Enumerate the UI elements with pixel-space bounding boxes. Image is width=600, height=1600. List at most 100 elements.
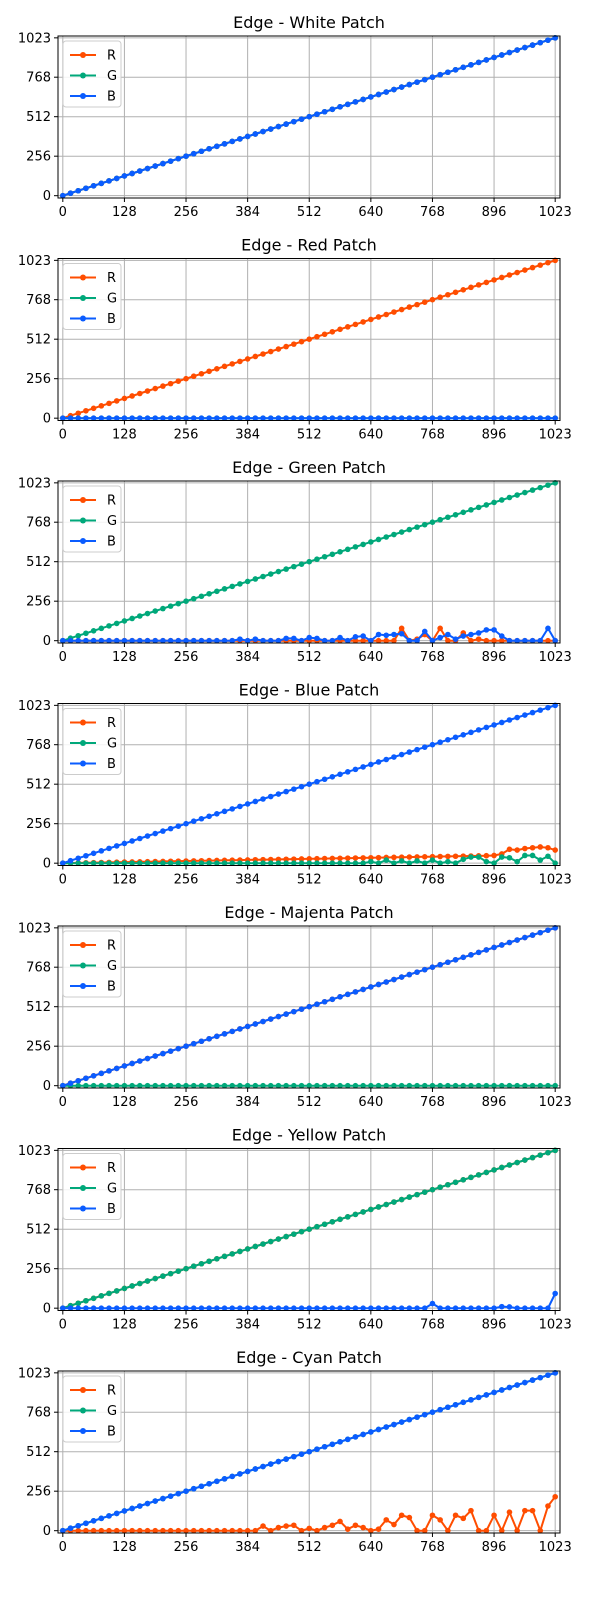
chart-title: Edge - Blue Patch [239, 681, 380, 700]
data-point-B [375, 1426, 382, 1433]
data-point-B [183, 637, 189, 644]
plot-frame [57, 703, 561, 866]
data-point-R [429, 296, 436, 303]
data-point-R [229, 361, 236, 367]
plot-frame [57, 258, 561, 421]
data-point-B [445, 736, 451, 743]
data-point-R [206, 368, 212, 375]
data-point-B [468, 631, 474, 638]
data-point-B [121, 173, 128, 179]
x-tick-label: 896 [482, 205, 507, 220]
x-tick-label: 1023 [539, 205, 572, 220]
data-point-B [314, 1305, 320, 1311]
y-tick-label: 768 [26, 1183, 51, 1198]
data-point-R [506, 846, 513, 853]
data-point-B [137, 415, 143, 421]
data-point-B [368, 637, 374, 644]
data-point-B [75, 1522, 82, 1529]
legend-marker-G [80, 740, 86, 746]
legend-label-R: R [107, 1161, 116, 1176]
data-point-B [445, 1404, 451, 1411]
data-point-R [383, 311, 390, 318]
data-point-G [98, 625, 105, 632]
data-point-G [529, 852, 536, 859]
x-tick-label: 640 [358, 1318, 383, 1333]
plot-frame [57, 1148, 561, 1311]
data-point-B [460, 64, 467, 71]
data-point-R [198, 370, 205, 377]
data-point-R [214, 366, 220, 372]
data-point-B [552, 637, 558, 644]
data-point-G [429, 1186, 436, 1193]
data-point-B [475, 415, 482, 421]
data-point-B [491, 722, 497, 728]
data-point-R [445, 637, 451, 644]
data-point-B [514, 1305, 520, 1311]
data-point-B [491, 54, 497, 61]
data-point-G [522, 852, 528, 859]
data-point-B [106, 845, 112, 852]
data-point-G [144, 860, 151, 866]
data-point-G [498, 854, 505, 860]
legend-marker-R [80, 52, 86, 58]
data-point-R [106, 1527, 112, 1534]
data-point-R [460, 287, 467, 293]
data-point-R [152, 385, 159, 392]
data-point-B [175, 637, 182, 644]
data-point-B [360, 415, 366, 421]
data-point-B [237, 1026, 243, 1032]
data-point-B [144, 833, 151, 839]
data-point-G [552, 860, 558, 866]
data-point-B [537, 707, 544, 713]
data-point-G [298, 1228, 305, 1235]
data-point-G [283, 566, 289, 572]
data-point-B [198, 1038, 205, 1045]
data-point-B [522, 415, 528, 421]
data-point-R [152, 1527, 159, 1534]
data-point-B [306, 1448, 313, 1455]
data-point-G [506, 854, 513, 861]
y-tick-label: 256 [26, 595, 51, 610]
data-point-R [383, 1517, 390, 1523]
x-tick-label: 384 [235, 428, 260, 443]
data-point-R [375, 854, 382, 861]
data-point-G [214, 860, 220, 866]
data-point-R [421, 299, 428, 305]
legend-label-R: R [107, 1384, 116, 1399]
data-point-B [137, 835, 143, 842]
x-tick-label: 128 [112, 428, 137, 443]
data-point-R [337, 326, 343, 333]
data-point-B [67, 1525, 74, 1532]
data-point-G [360, 1082, 366, 1089]
data-point-B [383, 1424, 390, 1430]
data-point-R [129, 393, 135, 399]
data-point-B [483, 627, 490, 633]
subplot-4: Edge - Blue Patch 0 128 256 384 512 640 768 896 1… [18, 681, 572, 888]
data-point-G [298, 561, 305, 567]
data-point-G [160, 1082, 166, 1089]
data-point-G [283, 860, 289, 866]
data-point-G [506, 1082, 513, 1089]
data-point-B [206, 415, 212, 421]
data-point-G [275, 860, 282, 866]
data-point-R [98, 1527, 105, 1534]
data-point-B [406, 637, 413, 644]
legend-marker-R [80, 1164, 86, 1171]
data-point-G [75, 632, 82, 639]
data-point-B [321, 1443, 328, 1450]
data-point-G [506, 494, 513, 501]
data-point-G [475, 854, 482, 860]
data-point-B [183, 1305, 189, 1311]
data-point-R [106, 400, 112, 407]
data-point-R [237, 1527, 243, 1534]
data-point-B [352, 1434, 359, 1440]
data-point-B [267, 126, 274, 132]
data-point-G [460, 1082, 467, 1089]
data-point-R [552, 1493, 558, 1500]
x-tick-label: 0 [59, 650, 67, 665]
data-point-B [475, 1394, 482, 1401]
data-point-B [167, 1305, 174, 1311]
data-point-B [506, 717, 513, 723]
data-point-G [183, 598, 189, 604]
y-tick-label: 512 [26, 555, 51, 570]
